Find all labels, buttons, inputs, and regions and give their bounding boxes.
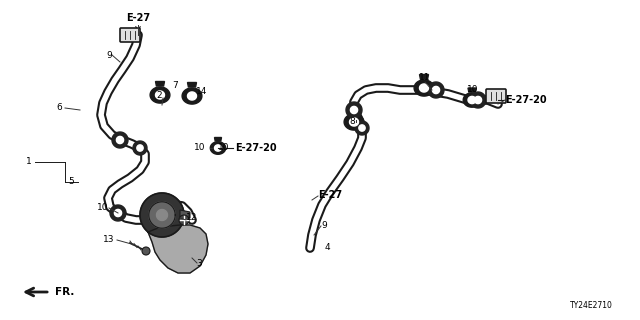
Polygon shape xyxy=(349,108,358,113)
Polygon shape xyxy=(156,82,164,86)
Text: 9: 9 xyxy=(106,51,112,60)
Polygon shape xyxy=(188,83,196,87)
Text: 4: 4 xyxy=(325,244,331,252)
Polygon shape xyxy=(433,86,440,93)
Polygon shape xyxy=(133,141,147,155)
Polygon shape xyxy=(214,138,221,141)
Text: 2: 2 xyxy=(156,91,162,100)
Text: E-27-20: E-27-20 xyxy=(235,143,276,153)
FancyBboxPatch shape xyxy=(120,28,140,42)
Polygon shape xyxy=(349,118,358,126)
Polygon shape xyxy=(156,91,164,99)
Polygon shape xyxy=(116,136,124,144)
Text: FR.: FR. xyxy=(55,287,74,297)
Polygon shape xyxy=(355,121,369,135)
Polygon shape xyxy=(211,142,226,154)
Text: E-27-20: E-27-20 xyxy=(505,95,547,105)
Circle shape xyxy=(142,247,150,255)
Polygon shape xyxy=(115,209,122,217)
Text: 10: 10 xyxy=(467,85,479,94)
Polygon shape xyxy=(351,107,358,114)
Polygon shape xyxy=(346,102,362,118)
Polygon shape xyxy=(110,205,126,221)
Polygon shape xyxy=(468,88,476,92)
Polygon shape xyxy=(137,145,143,151)
Polygon shape xyxy=(419,84,429,92)
Polygon shape xyxy=(419,75,429,79)
FancyBboxPatch shape xyxy=(486,89,506,103)
Polygon shape xyxy=(463,93,481,107)
Text: 10: 10 xyxy=(194,143,205,153)
Text: 12: 12 xyxy=(186,213,197,222)
Polygon shape xyxy=(140,193,184,237)
Text: TY24E2710: TY24E2710 xyxy=(570,300,613,309)
Circle shape xyxy=(179,215,189,225)
Text: 8: 8 xyxy=(349,117,355,126)
Polygon shape xyxy=(414,80,434,96)
Polygon shape xyxy=(180,210,190,220)
Polygon shape xyxy=(150,87,170,103)
Text: 10: 10 xyxy=(218,143,230,153)
Polygon shape xyxy=(157,210,168,220)
Text: E-27: E-27 xyxy=(126,13,150,23)
Text: 6: 6 xyxy=(56,103,62,113)
Polygon shape xyxy=(428,82,444,98)
Polygon shape xyxy=(112,132,128,148)
Text: 5: 5 xyxy=(68,178,74,187)
Text: 14: 14 xyxy=(196,87,207,97)
Text: 11: 11 xyxy=(419,74,431,83)
Polygon shape xyxy=(214,145,221,151)
Text: 1: 1 xyxy=(26,157,32,166)
Text: 7: 7 xyxy=(172,82,178,91)
Polygon shape xyxy=(359,125,365,131)
Polygon shape xyxy=(344,114,364,130)
Polygon shape xyxy=(470,92,486,108)
Polygon shape xyxy=(148,225,208,273)
Polygon shape xyxy=(149,202,175,228)
Text: 13: 13 xyxy=(102,236,114,244)
Polygon shape xyxy=(468,96,476,104)
Text: 9: 9 xyxy=(321,220,327,229)
Text: E-27: E-27 xyxy=(318,190,342,200)
Text: 3: 3 xyxy=(196,259,202,268)
Polygon shape xyxy=(188,92,196,100)
Polygon shape xyxy=(474,96,482,104)
Polygon shape xyxy=(182,88,202,104)
Text: 10: 10 xyxy=(97,204,108,212)
